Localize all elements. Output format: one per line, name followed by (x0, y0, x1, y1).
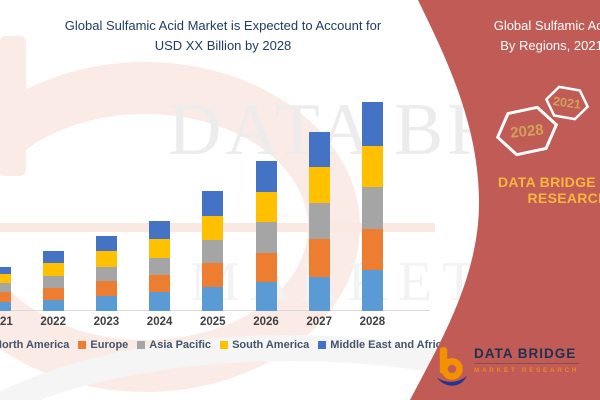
bar-segment-2024-asia-pacific (149, 258, 171, 275)
page-title-line2: USD XX Billion by 2028 (154, 38, 292, 54)
page-title: Global Sulfamic Acid Market is Expected … (28, 16, 418, 56)
bar-segment-2026-north-america (255, 282, 277, 311)
bar-segment-2026-middle-east-and-africa (255, 161, 277, 192)
bar-segment-2022-europe (42, 288, 64, 300)
ribbon-title-line2: By Regions, 2021 to 2028 (500, 37, 600, 53)
bar-2023 (95, 236, 117, 311)
logo-title: DATA BRIDGE (474, 346, 580, 364)
brand-text-line1: DATA BRIDGE MARKET (498, 174, 600, 190)
company-logo: DATA BRIDGE MARKET RESEARCH (436, 346, 580, 390)
bar-segment-2026-south-america (255, 192, 277, 222)
logo-subtitle: MARKET RESEARCH (474, 367, 580, 374)
bar-segment-2022-north-america (42, 300, 64, 311)
bar-segment-2022-asia-pacific (42, 276, 64, 288)
ribbon-title: Global Sulfamic Acid Market By Regions, … (460, 16, 600, 55)
x-label-2025: 2025 (200, 316, 226, 328)
bar-segment-2023-europe (95, 281, 117, 296)
x-label-2024: 2024 (146, 316, 173, 328)
x-label-2023: 2023 (93, 316, 120, 328)
bar-segment-2021-middle-east-and-africa (0, 267, 11, 274)
hexagon-outline-2028 (495, 105, 559, 157)
x-label-2026: 2026 (253, 316, 279, 328)
x-label-2028: 2028 (359, 316, 386, 328)
bar-segment-2028-europe (361, 229, 383, 270)
bar-segment-2024-europe (149, 275, 171, 292)
bar-segment-2023-south-america (95, 251, 117, 267)
bar-segment-2024-south-america (149, 239, 171, 258)
bar-segment-2021-europe (0, 292, 11, 302)
ribbon-title-line1: Global Sulfamic Acid Market (493, 18, 600, 33)
bar-segment-2023-middle-east-and-africa (95, 236, 117, 251)
company-logo-text: DATA BRIDGE MARKET RESEARCH (474, 346, 580, 374)
bar-segment-2021-north-america (0, 302, 11, 311)
bar-segment-2023-asia-pacific (95, 267, 117, 281)
bar-segment-2026-europe (255, 253, 277, 282)
hexagon-outline-2021 (544, 85, 590, 121)
bar-segment-2023-north-america (95, 296, 117, 311)
bar-2026 (255, 161, 277, 311)
x-label-2021: 2021 (0, 316, 13, 328)
brand-text-line2: RESEARCH (527, 190, 600, 206)
bar-segment-2025-asia-pacific (202, 240, 224, 263)
bar-2021 (0, 267, 11, 311)
x-label-2022: 2022 (40, 316, 66, 328)
bar-2024 (149, 221, 171, 311)
data-bridge-logo-icon (436, 347, 468, 386)
bar-2028 (361, 102, 383, 311)
bar-segment-2028-asia-pacific (361, 187, 383, 229)
bar-segment-2028-middle-east-and-africa (361, 102, 383, 146)
bar-segment-2021-asia-pacific (0, 283, 11, 292)
bar-segment-2025-north-america (202, 287, 224, 311)
ribbon-background (410, 0, 600, 400)
bar-segment-2028-north-america (361, 270, 383, 311)
bar-segment-2024-north-america (149, 292, 171, 311)
page-title-line1: Global Sulfamic Acid Market is Expected … (64, 18, 382, 33)
bar-2022 (42, 251, 64, 311)
bar-segment-2022-south-america (42, 263, 64, 276)
bar-segment-2025-middle-east-and-africa (202, 191, 224, 216)
bar-segment-2025-europe (202, 263, 224, 287)
bar-segment-2021-south-america (0, 274, 11, 283)
bar-segment-2022-middle-east-and-africa (42, 251, 64, 263)
bar-segment-2028-south-america (361, 146, 383, 187)
